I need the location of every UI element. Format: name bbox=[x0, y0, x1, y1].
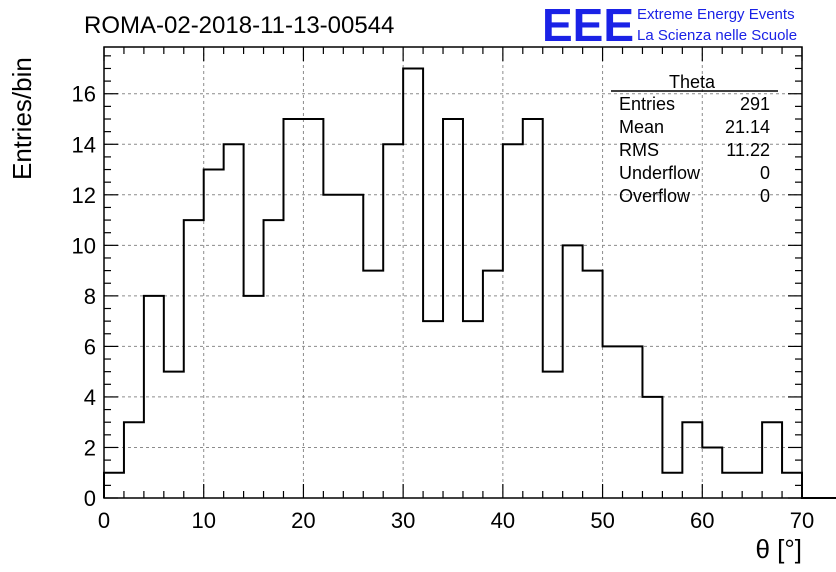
x-tick-label: 20 bbox=[291, 508, 315, 533]
stats-value: 0 bbox=[760, 186, 770, 206]
histogram-bin bbox=[642, 397, 662, 498]
histogram-bin bbox=[722, 473, 742, 498]
chart-title: ROMA-02-2018-11-13-00544 bbox=[84, 12, 394, 39]
y-tick-label: 2 bbox=[84, 435, 96, 460]
x-tick-label: 50 bbox=[590, 508, 614, 533]
histogram-bin bbox=[762, 422, 782, 498]
histogram-bin bbox=[323, 195, 343, 498]
stats-name: Theta bbox=[669, 72, 716, 92]
histogram-bin bbox=[523, 119, 543, 498]
histogram-bin bbox=[603, 346, 623, 498]
x-tick-label: 0 bbox=[98, 508, 110, 533]
histogram-bin bbox=[423, 321, 443, 498]
histogram-bin bbox=[503, 144, 523, 498]
logo-mark: EEE bbox=[542, 0, 634, 51]
histogram-bin bbox=[563, 245, 583, 498]
logo-line-2: La Scienza nelle Scuole bbox=[637, 27, 797, 44]
y-tick-label: 12 bbox=[72, 183, 96, 208]
stats-value: 21.14 bbox=[725, 117, 770, 137]
histogram-bin bbox=[184, 220, 204, 498]
y-tick-label: 10 bbox=[72, 233, 96, 258]
histogram-bin bbox=[204, 170, 224, 498]
x-tick-label: 70 bbox=[790, 508, 814, 533]
y-tick-label: 14 bbox=[72, 132, 96, 157]
histogram-bin bbox=[144, 296, 164, 498]
stats-label: Overflow bbox=[619, 186, 691, 206]
y-tick-label: 6 bbox=[84, 334, 96, 359]
histogram-bin bbox=[543, 372, 563, 498]
histogram-bin bbox=[463, 321, 483, 498]
x-tick-label: 40 bbox=[491, 508, 515, 533]
stats-label: Underflow bbox=[619, 163, 701, 183]
histogram-bin bbox=[583, 271, 603, 498]
y-tick-label: 8 bbox=[84, 284, 96, 309]
x-tick-label: 30 bbox=[391, 508, 415, 533]
histogram-bin bbox=[164, 372, 184, 498]
y-axis-title: Entries/bin bbox=[7, 57, 37, 180]
x-tick-label: 10 bbox=[191, 508, 215, 533]
stats-value: 0 bbox=[760, 163, 770, 183]
histogram-bin bbox=[303, 119, 323, 498]
stats-value: 11.22 bbox=[726, 140, 770, 160]
stats-label: Entries bbox=[619, 94, 675, 114]
stats-rows: Entries 291 Mean 21.14 RMS 11.22 Underflow 0 Ove… bbox=[619, 94, 770, 206]
histogram-bin bbox=[702, 447, 722, 498]
histogram-bin bbox=[343, 195, 363, 498]
x-tick-label: 60 bbox=[690, 508, 714, 533]
x-axis-title: θ [°] bbox=[755, 534, 802, 564]
eee-logo: EEE Extreme Energy Events La Scienza nel… bbox=[542, 0, 797, 51]
histogram-bin bbox=[742, 473, 762, 498]
histogram-bin bbox=[224, 144, 244, 498]
logo-line-1: Extreme Energy Events bbox=[637, 6, 795, 23]
y-tick-label: 0 bbox=[84, 486, 96, 511]
histogram-bin bbox=[682, 422, 702, 498]
histogram-chart: ROMA-02-2018-11-13-00544 EEE Extreme Ene… bbox=[0, 0, 836, 572]
stats-label: Mean bbox=[619, 117, 664, 137]
histogram-bin bbox=[383, 144, 403, 498]
histogram-bin bbox=[443, 119, 463, 498]
histogram-bin bbox=[244, 296, 264, 498]
stats-box: Theta Entries 291 Mean 21.14 RMS 11.22 Underfl… bbox=[611, 72, 778, 206]
histogram-bin bbox=[623, 346, 643, 498]
histogram-bin bbox=[264, 220, 284, 498]
histogram-bin bbox=[363, 271, 383, 498]
stats-value: 291 bbox=[740, 94, 770, 114]
histogram-bin bbox=[403, 68, 423, 498]
stats-label: RMS bbox=[619, 140, 659, 160]
y-tick-label: 16 bbox=[72, 82, 96, 107]
histogram-bin bbox=[124, 422, 144, 498]
histogram-bin bbox=[483, 271, 503, 498]
histogram-bin bbox=[662, 473, 682, 498]
histogram-bin bbox=[283, 119, 303, 498]
y-tick-label: 4 bbox=[84, 385, 96, 410]
